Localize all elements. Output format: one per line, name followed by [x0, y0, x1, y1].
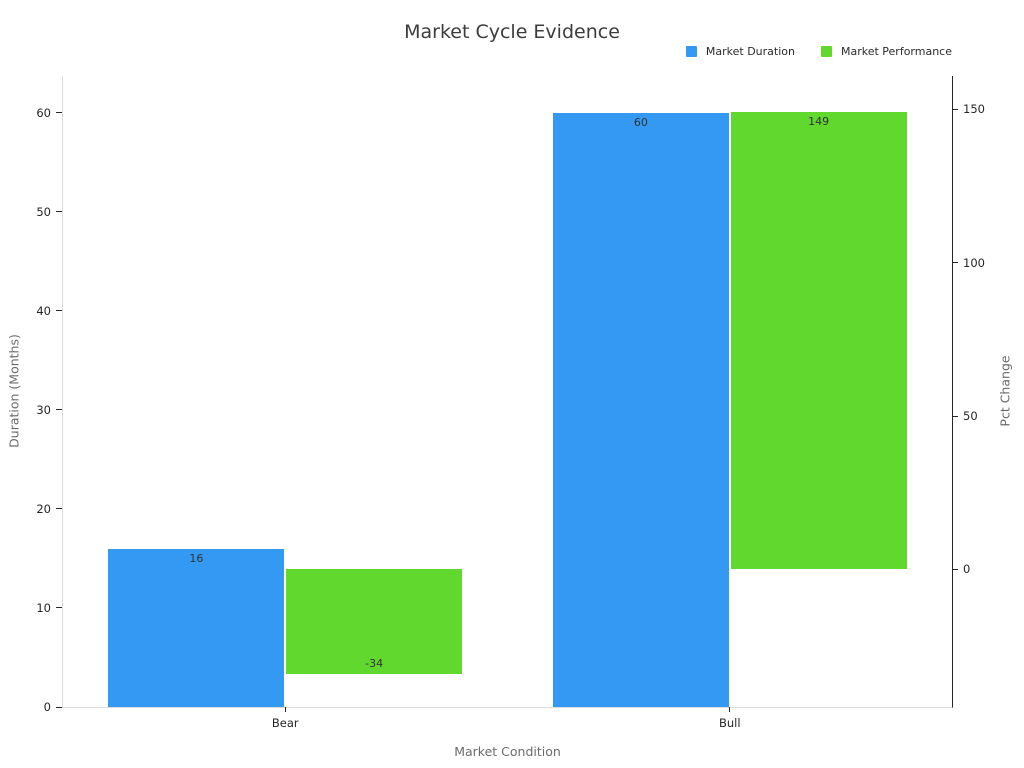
left-tick-mark — [56, 112, 62, 114]
plot-area: 0 10 20 30 40 50 60 0 50 100 150 Bear Bull 16 60 -34 149 — [36, 76, 985, 730]
legend-item-market-performance: Market Performance — [820, 45, 952, 58]
legend-item-market-duration: Market Duration — [685, 45, 795, 58]
right-tick-mark — [952, 262, 958, 264]
x-axis-title: Market Condition — [454, 744, 561, 759]
left-tick-mark — [56, 310, 62, 312]
legend-label-market-performance: Market Performance — [840, 45, 952, 58]
x-tick-label: Bear — [271, 716, 299, 730]
legend-label-market-duration: Market Duration — [705, 45, 795, 58]
bar-value-label-market-duration-bull: 60 — [633, 115, 648, 129]
left-tick-label: 40 — [36, 303, 51, 318]
right-tick-mark — [952, 415, 958, 417]
left-tick-label: 20 — [36, 501, 51, 516]
chart-title: Market Cycle Evidence — [404, 21, 620, 43]
left-tick-label: 50 — [36, 204, 51, 219]
left-tick-mark — [56, 706, 62, 708]
left-tick-label: 0 — [43, 700, 51, 714]
right-tick-label: 0 — [963, 562, 971, 577]
bar-value-label-market-performance-bull: 149 — [808, 115, 830, 129]
left-tick-mark — [56, 607, 62, 609]
legend-swatch-market-performance — [820, 46, 832, 57]
left-tick-label: 10 — [36, 600, 51, 615]
right-tick-mark — [952, 108, 958, 110]
right-tick-mark — [952, 568, 958, 570]
left-tick-label: 60 — [36, 105, 51, 120]
right-tick-label: 100 — [963, 255, 985, 270]
legend-swatch-market-duration — [685, 46, 697, 57]
left-tick-label: 30 — [36, 402, 51, 417]
right-tick-label: 50 — [963, 409, 978, 424]
bar-market-performance-bull: 149 — [729, 112, 908, 570]
x-tick-mark — [729, 707, 731, 712]
left-axis-title: Duration (Months) — [6, 334, 22, 448]
right-tick-label: 150 — [963, 102, 985, 117]
bar-value-label-market-performance-bear: -34 — [365, 656, 384, 670]
x-tick-mark — [284, 707, 286, 712]
bar-market-duration-bull: 60 — [551, 112, 730, 707]
left-tick-mark — [56, 211, 62, 213]
x-tick-label: Bull — [718, 716, 741, 730]
left-tick-mark — [56, 409, 62, 411]
legend: Market Duration Market Performance — [685, 45, 952, 58]
bar-market-duration-bear: 16 — [107, 548, 286, 707]
left-tick-mark — [56, 508, 62, 510]
bar-market-performance-bear: -34 — [285, 569, 464, 674]
bar-value-label-market-duration-bear: 16 — [189, 551, 204, 565]
